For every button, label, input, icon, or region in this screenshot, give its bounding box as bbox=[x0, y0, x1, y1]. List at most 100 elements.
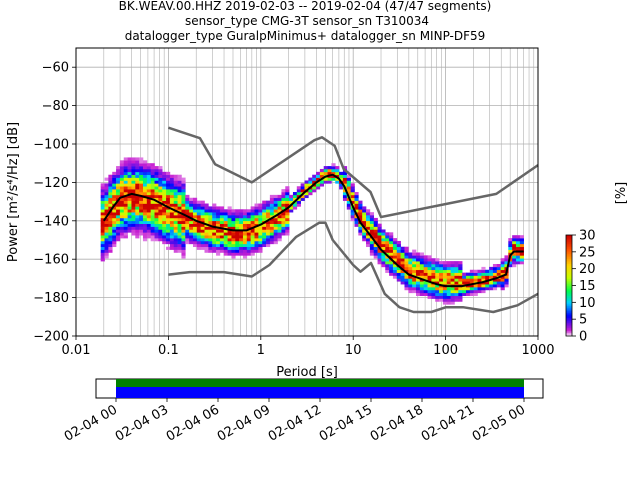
density-cell bbox=[392, 252, 398, 256]
density-cell bbox=[519, 246, 524, 250]
density-cell bbox=[181, 177, 186, 181]
density-cell bbox=[181, 220, 186, 224]
density-cell bbox=[392, 264, 398, 268]
density-cell bbox=[308, 189, 313, 193]
density-cell bbox=[419, 292, 425, 296]
density-cell bbox=[446, 281, 451, 285]
density-cell bbox=[173, 246, 178, 250]
density-cell bbox=[400, 281, 405, 285]
density-cell bbox=[262, 200, 267, 204]
density-cell bbox=[192, 240, 198, 245]
density-cell bbox=[242, 243, 248, 248]
density-cell bbox=[462, 281, 467, 285]
density-cell bbox=[173, 232, 178, 236]
density-cell bbox=[373, 232, 378, 236]
density-cell bbox=[139, 189, 144, 193]
density-cell bbox=[100, 240, 105, 245]
density-cell bbox=[139, 229, 144, 233]
density-cell bbox=[281, 212, 286, 216]
density-cell bbox=[146, 229, 151, 233]
density-cell bbox=[515, 243, 521, 248]
density-cell bbox=[119, 171, 125, 176]
density-cell bbox=[266, 243, 271, 248]
density-cell bbox=[108, 229, 113, 233]
density-cell bbox=[389, 255, 394, 259]
density-cell bbox=[112, 223, 117, 227]
density-cell bbox=[416, 266, 421, 271]
density-cell bbox=[100, 258, 105, 262]
density-cell bbox=[223, 209, 228, 213]
density-cell bbox=[216, 215, 221, 219]
density-cell bbox=[108, 180, 113, 184]
density-cell bbox=[285, 203, 290, 207]
density-cell bbox=[200, 235, 205, 239]
density-cell bbox=[112, 206, 117, 210]
density-cell bbox=[235, 232, 240, 236]
density-cell bbox=[189, 209, 194, 213]
colorbar-cell bbox=[566, 280, 572, 283]
density-cell bbox=[139, 183, 144, 187]
density-cell bbox=[189, 215, 194, 219]
density-cell bbox=[139, 215, 144, 219]
density-cell bbox=[266, 240, 271, 245]
density-cell bbox=[273, 203, 278, 207]
density-cell bbox=[169, 235, 175, 239]
density-cell bbox=[381, 240, 386, 245]
density-cell bbox=[442, 275, 448, 279]
density-cell bbox=[200, 246, 205, 250]
density-cell bbox=[262, 235, 267, 239]
density-cell bbox=[458, 292, 463, 296]
density-cell bbox=[258, 226, 263, 230]
density-cell bbox=[227, 209, 232, 213]
density-cell bbox=[108, 206, 113, 210]
density-cell bbox=[166, 209, 171, 213]
density-cell bbox=[366, 209, 371, 213]
density-cell bbox=[127, 217, 132, 222]
density-cell bbox=[173, 240, 178, 245]
density-cell bbox=[262, 232, 267, 236]
density-cell bbox=[385, 258, 390, 262]
density-cell bbox=[423, 284, 428, 288]
density-cell bbox=[104, 206, 109, 210]
y-tick-label: −100 bbox=[33, 138, 69, 153]
density-cell bbox=[142, 229, 148, 233]
density-cell bbox=[123, 229, 128, 233]
density-cell bbox=[466, 289, 471, 294]
density-cell bbox=[154, 177, 159, 181]
density-cell bbox=[127, 160, 132, 164]
density-cell bbox=[185, 197, 190, 201]
density-cell bbox=[454, 289, 459, 294]
density-cell bbox=[169, 220, 175, 224]
density-cell bbox=[139, 203, 144, 207]
density-cell bbox=[235, 212, 240, 216]
density-cell bbox=[223, 212, 228, 216]
availability-tick-label: 02-04 09 bbox=[215, 402, 273, 444]
density-cell bbox=[166, 177, 171, 181]
density-cell bbox=[142, 235, 148, 239]
density-cell bbox=[116, 186, 121, 190]
density-cell bbox=[508, 264, 513, 268]
density-cell bbox=[192, 232, 198, 236]
density-cell bbox=[216, 246, 221, 250]
density-cell bbox=[389, 235, 394, 239]
density-cell bbox=[396, 275, 401, 279]
density-cell bbox=[281, 220, 286, 224]
density-cell bbox=[142, 220, 148, 224]
density-cell bbox=[246, 223, 251, 227]
density-cell bbox=[446, 292, 451, 296]
density-cell bbox=[181, 232, 186, 236]
density-cell bbox=[131, 209, 136, 213]
density-cell bbox=[162, 197, 167, 201]
density-cell bbox=[312, 177, 317, 181]
density-cell bbox=[412, 281, 417, 285]
density-cell bbox=[131, 186, 136, 190]
density-cell bbox=[250, 209, 255, 213]
density-cell bbox=[254, 243, 259, 248]
density-cell bbox=[177, 232, 182, 236]
colorbar-cell bbox=[566, 307, 572, 310]
density-cell bbox=[250, 212, 255, 216]
density-cell bbox=[173, 183, 178, 187]
density-cell bbox=[139, 206, 144, 210]
density-cell bbox=[123, 192, 128, 196]
density-cell bbox=[454, 292, 459, 296]
